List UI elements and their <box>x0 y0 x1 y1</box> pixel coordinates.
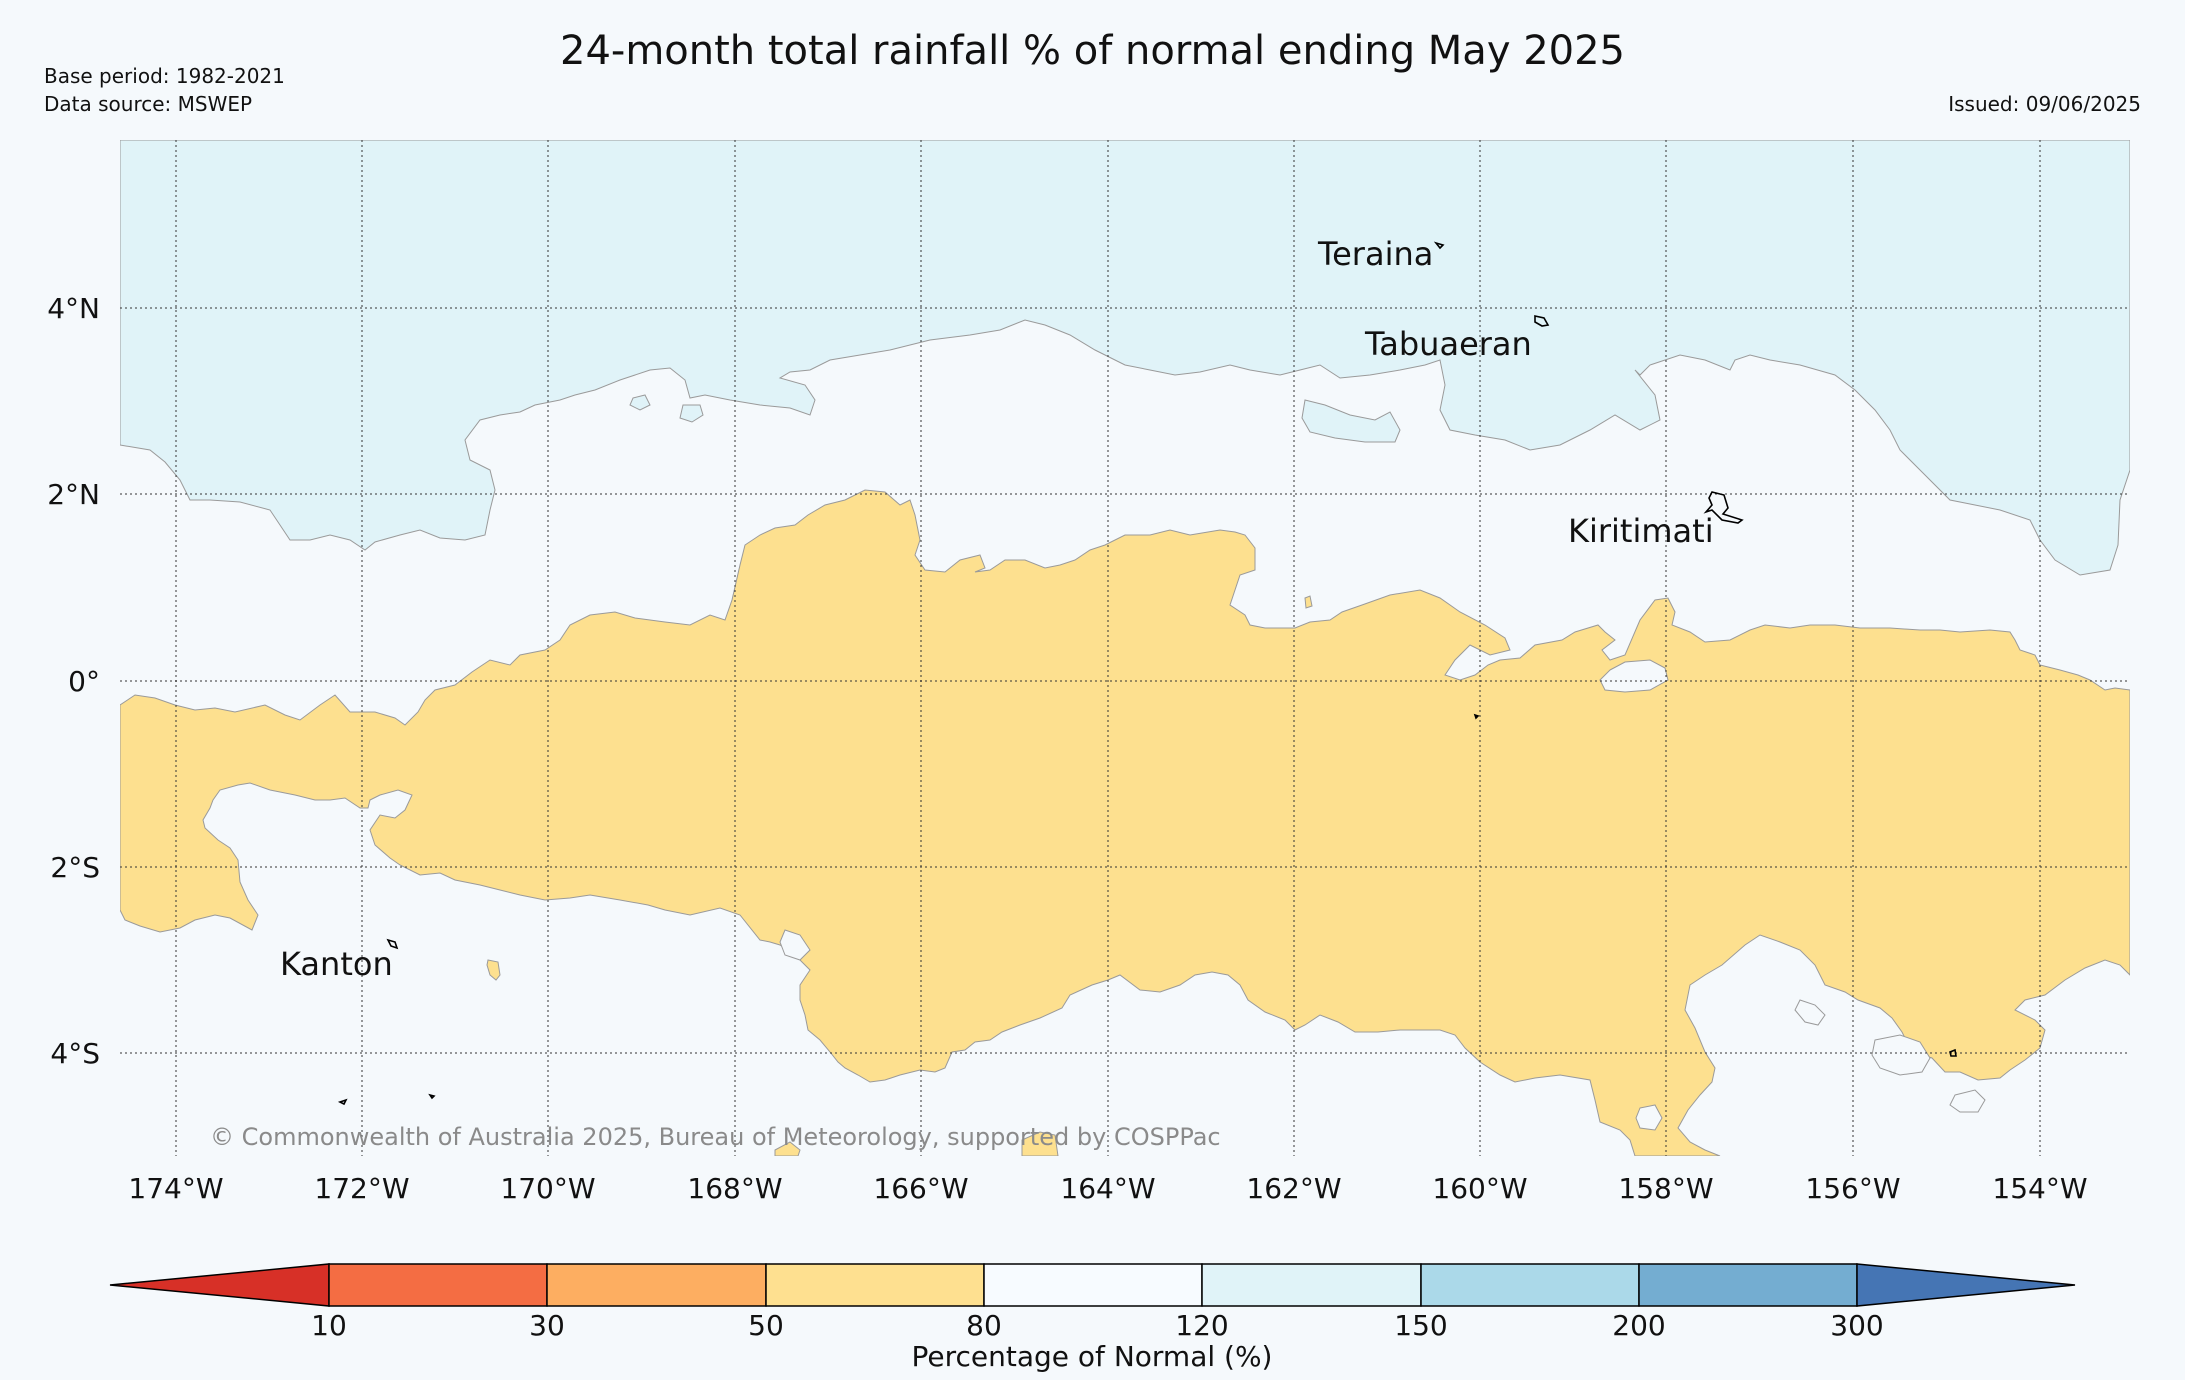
dry-patch-3 <box>774 1141 801 1156</box>
colorbar-label: Percentage of Normal (%) <box>912 1340 1273 1373</box>
lon-label: 172°W <box>314 1172 409 1205</box>
lon-label: 170°W <box>500 1172 595 1205</box>
colorbar-ticks: 10 30 50 80 120 150 200 300 <box>311 1309 1884 1342</box>
colorbar-tick: 150 <box>1394 1309 1447 1342</box>
lat-label: 2°S <box>50 851 100 884</box>
colorbar-segment <box>983 1263 1203 1307</box>
issued-date: Issued: 09/06/2025 <box>1948 92 2141 116</box>
lon-label: 166°W <box>873 1172 968 1205</box>
island-label: Kiritimati <box>1568 512 1714 550</box>
data-source: Data source: MSWEP <box>44 92 253 116</box>
wet-patch-2 <box>629 394 651 411</box>
colorbar-tick: 80 <box>966 1309 1002 1342</box>
island-label: Tabuaeran <box>1364 325 1532 363</box>
colorbar-tick: 300 <box>1830 1309 1883 1342</box>
colorbar-segment <box>1856 1263 2076 1307</box>
island-kiritimati-shape <box>1703 491 1744 524</box>
gridlines <box>120 140 2130 1156</box>
colorbar-segment <box>546 1263 767 1307</box>
wet-hole-3 <box>1635 1104 1663 1131</box>
lat-label: 2°N <box>47 478 100 511</box>
wet-hole-6 <box>779 929 811 961</box>
colorbar-segment <box>1201 1263 1422 1307</box>
dry-patch-4 <box>1304 595 1313 609</box>
lon-label: 160°W <box>1432 1172 1527 1205</box>
chart-title: 24-month total rainfall % of normal endi… <box>560 28 1625 74</box>
colorbar-tick: 200 <box>1612 1309 1665 1342</box>
island-label: Teraina <box>1317 235 1433 273</box>
colorbar-tick: 50 <box>748 1309 784 1342</box>
island-teraina-shape <box>1433 241 1445 250</box>
map-area <box>120 140 2130 1156</box>
band-120-150-region <box>120 140 2130 576</box>
wet-patch-1 <box>1301 399 1401 443</box>
islet-4 <box>1473 713 1480 720</box>
colorbar-tick: 30 <box>529 1309 565 1342</box>
meta-info: Base period: 1982-2021 Data source: MSWE… <box>44 62 285 118</box>
dry-patch-2 <box>1021 1131 1059 1156</box>
colorbar-tick: 120 <box>1175 1309 1228 1342</box>
lon-label: 164°W <box>1060 1172 1155 1205</box>
islet-2 <box>428 1093 436 1100</box>
island-outlines <box>337 241 1957 1106</box>
colorbar-segment <box>765 1263 985 1307</box>
lat-label: 4°S <box>50 1037 100 1070</box>
longitude-labels: 174°W 172°W 170°W 168°W 166°W 164°W 162°… <box>128 1172 2087 1205</box>
wet-hole-2 <box>1794 999 1826 1026</box>
colorbar-segment <box>328 1263 548 1307</box>
base-period: Base period: 1982-2021 <box>44 64 285 88</box>
wet-hole-1 <box>1599 659 1669 693</box>
colorbar-segment <box>109 1263 330 1307</box>
latitude-labels: 4°N 2°N 0° 2°S 4°S <box>47 292 100 1070</box>
wet-hole-4 <box>1871 1034 1931 1076</box>
lon-label: 154°W <box>1992 1172 2087 1205</box>
island-label: Kanton <box>280 945 393 983</box>
wet-hole-5 <box>1949 1089 1986 1113</box>
lon-label: 158°W <box>1618 1172 1713 1205</box>
islet-1 <box>337 1098 348 1106</box>
lon-label: 168°W <box>687 1172 782 1205</box>
lon-label: 174°W <box>128 1172 223 1205</box>
island-kanton-shape <box>386 938 399 950</box>
lon-label: 156°W <box>1805 1172 1900 1205</box>
islet-3 <box>1949 1048 1957 1057</box>
band-50-80-region <box>120 489 2130 1156</box>
wet-patch-3 <box>679 404 704 423</box>
copyright-text: © Commonwealth of Australia 2025, Bureau… <box>210 1123 1221 1151</box>
island-labels: Teraina Tabuaeran Kiritimati Kanton <box>280 235 1714 983</box>
colorbar <box>109 1263 2076 1307</box>
island-tabuaeran-shape <box>1534 315 1550 327</box>
dry-patch-1 <box>486 959 501 981</box>
colorbar-segment <box>1420 1263 1640 1307</box>
colorbar-segment <box>1638 1263 1858 1307</box>
colorbar-tick: 10 <box>311 1309 347 1342</box>
lon-label: 162°W <box>1246 1172 1341 1205</box>
lat-label: 4°N <box>47 292 100 325</box>
lat-label: 0° <box>68 665 100 698</box>
